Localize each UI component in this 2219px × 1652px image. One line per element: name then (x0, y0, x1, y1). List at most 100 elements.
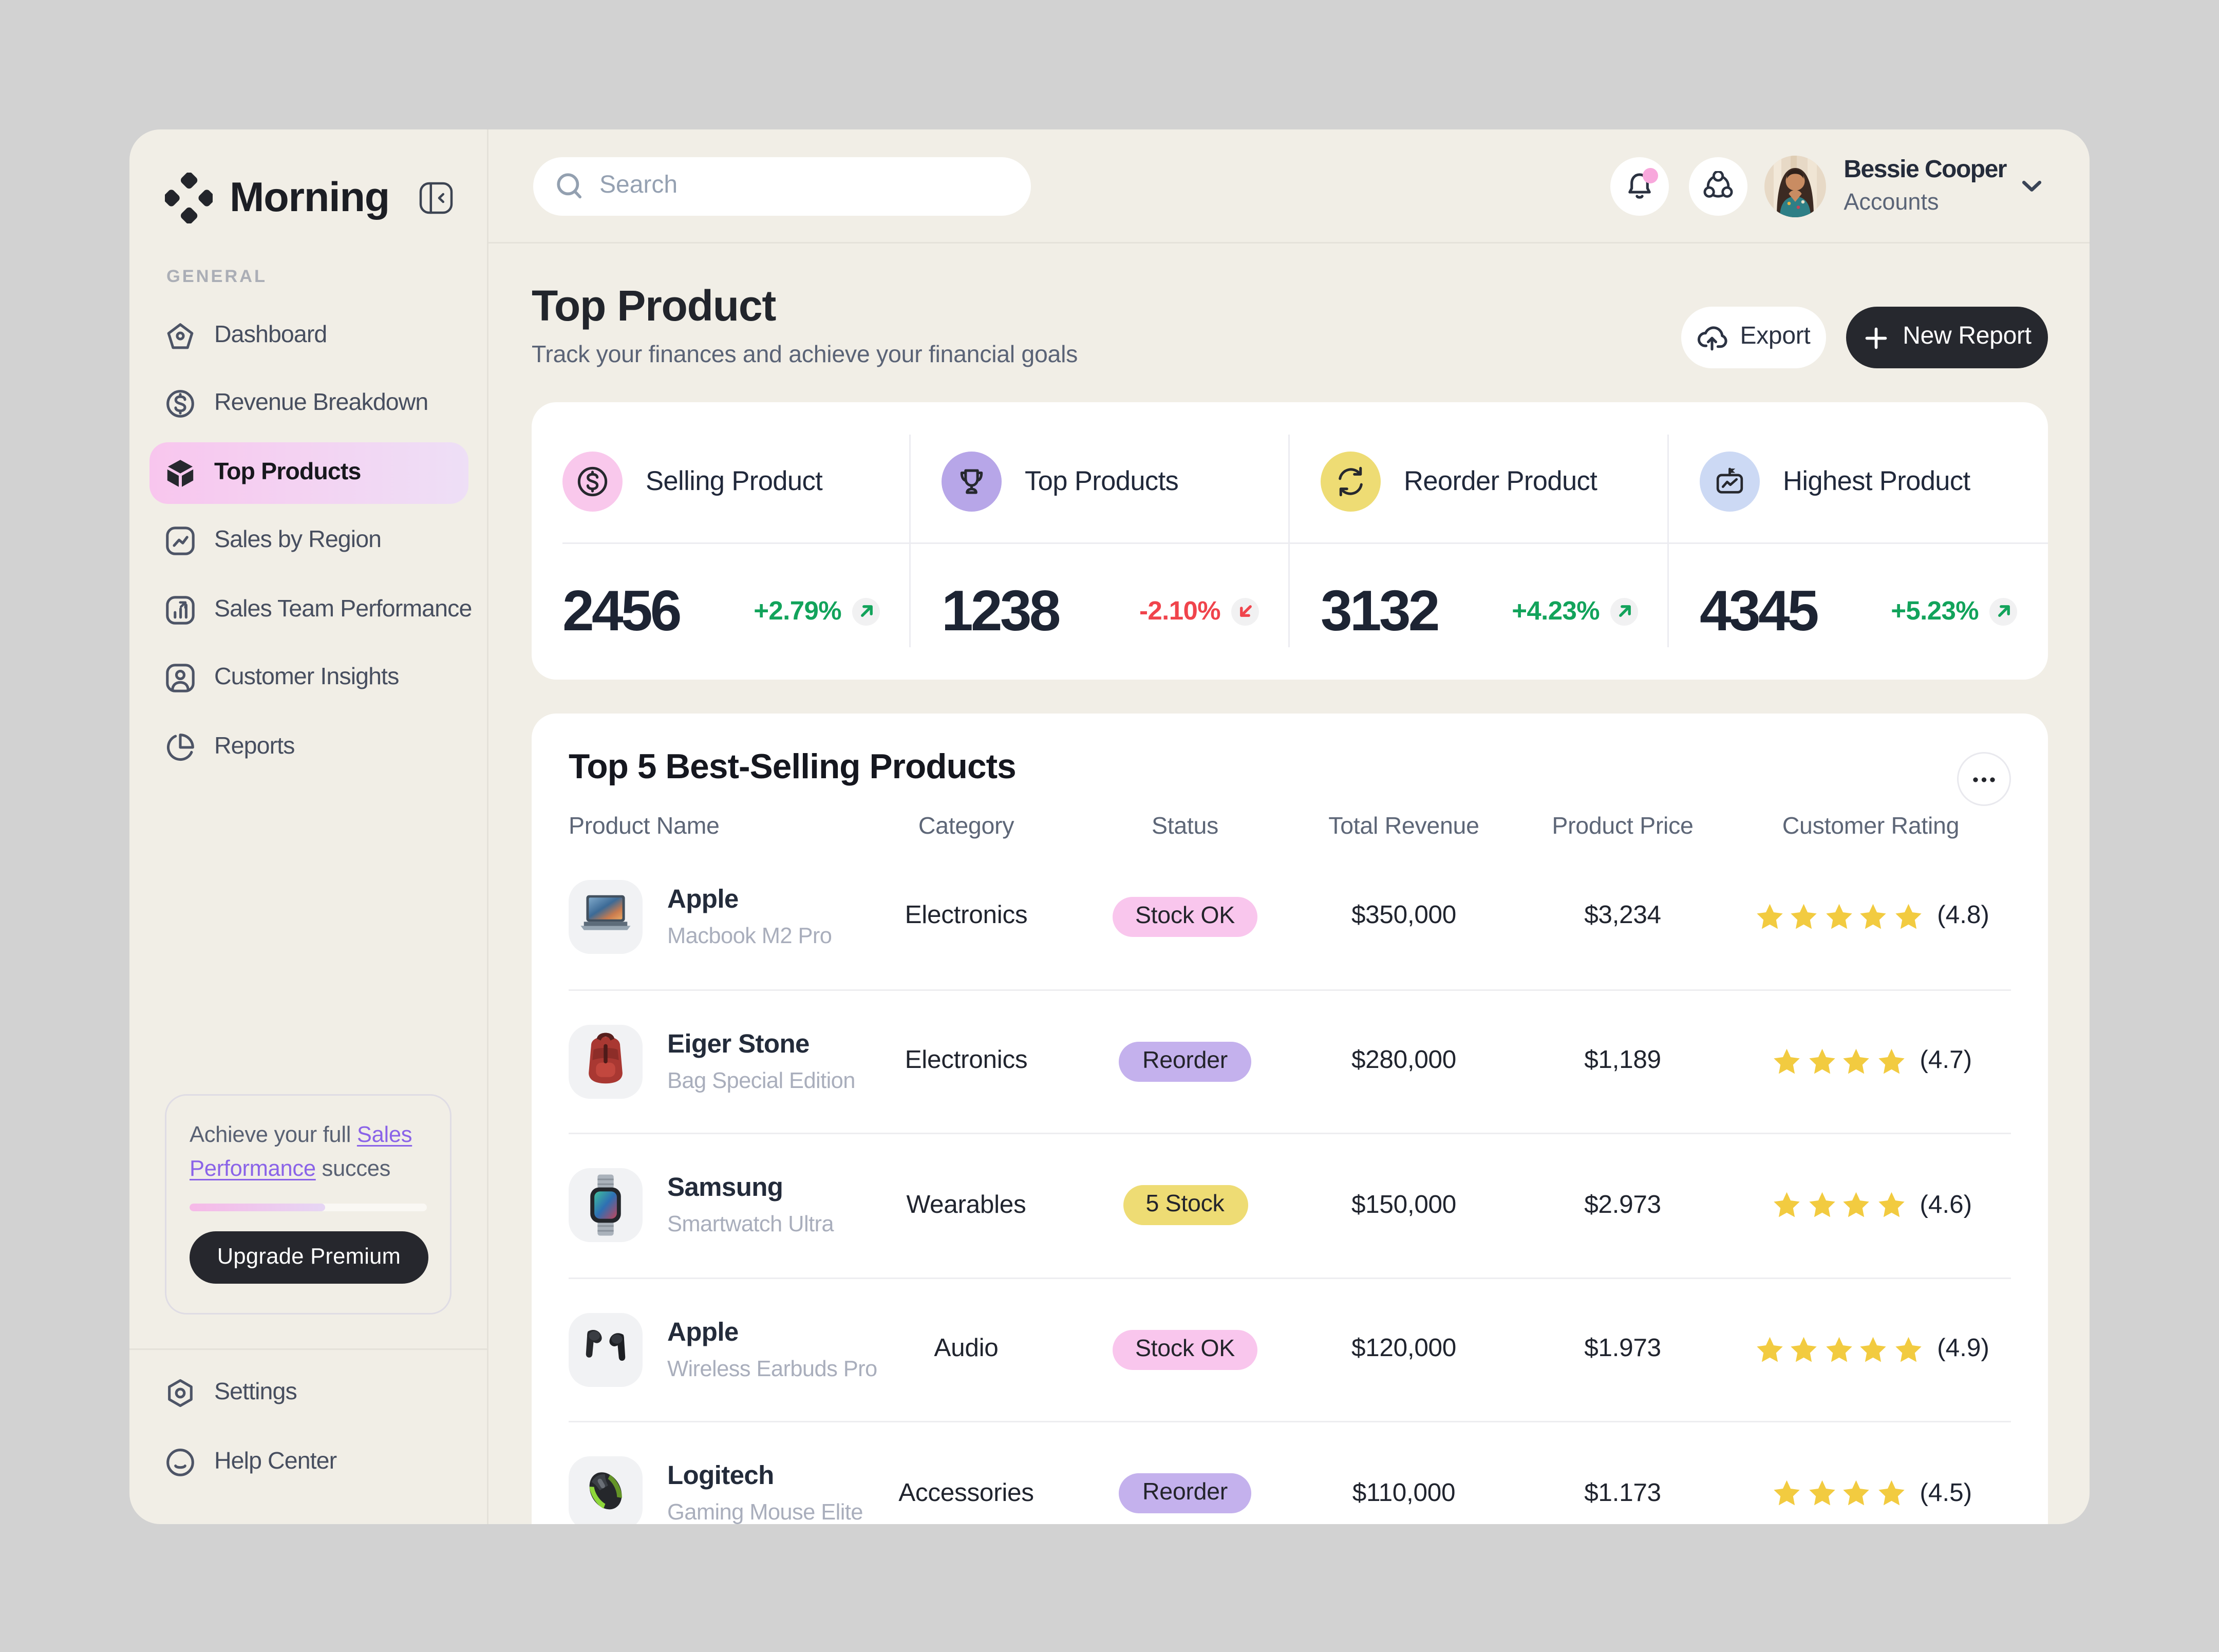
search-box (533, 156, 1031, 215)
star-rating-icons (1770, 1191, 1908, 1219)
sidebar-item-revenue-breakdown[interactable]: Revenue Breakdown (149, 374, 468, 435)
stat-label: Reorder Product (1404, 465, 1597, 496)
notification-badge (1643, 167, 1659, 183)
best-selling-products-card: Top 5 Best-Selling Products Product Name… (532, 714, 2048, 1524)
table-menu-button[interactable] (1957, 752, 2011, 806)
table-row[interactable]: Samsung Smartwatch Ultra Wearables 5 Sto… (569, 1133, 2011, 1277)
stat-highest-product: Highest Product 4345 +5.23% (1669, 402, 2048, 680)
sidebar-item-sales-by-region[interactable]: Sales by Region (149, 511, 468, 572)
sidebar-item-reports[interactable]: Reports (149, 717, 468, 778)
notifications-button[interactable] (1611, 156, 1670, 215)
product-price: $1.173 (1584, 1479, 1661, 1507)
page-title: Top Product (532, 282, 776, 330)
product-name: Logitech (667, 1461, 774, 1491)
upgrade-promo-card: Achieve your full Sales Performance succ… (165, 1094, 452, 1315)
collapse-panel-icon (419, 182, 453, 214)
sidebar-collapse-button[interactable] (419, 182, 453, 214)
sidebar-item-sales-team-performance[interactable]: Sales Team Performance (149, 579, 472, 641)
smiley-circle-icon (165, 1448, 196, 1478)
sidebar-item-label: Sales Team Performance (214, 596, 472, 623)
stat-value: 4345 (1700, 578, 1819, 642)
upgrade-premium-button[interactable]: Upgrade Premium (190, 1230, 428, 1283)
sidebar-section-label: GENERAL (166, 268, 267, 287)
new-report-label: New Report (1903, 324, 2032, 350)
table-row[interactable]: Logitech Gaming Mouse Elite Accessories … (569, 1421, 2011, 1524)
status-badge: 5 Stock (1122, 1185, 1248, 1226)
sidebar-item-label: Revenue Breakdown (214, 390, 428, 417)
export-label: Export (1740, 324, 1811, 350)
rating-value: (4.7) (1920, 1046, 1972, 1075)
sidebar-nav: Dashboard Revenue Breakdown Top Products… (149, 305, 472, 778)
pie-chart-icon (165, 731, 196, 762)
earbuds-image (569, 1312, 643, 1387)
page-content: Top Product Track your finances and achi… (488, 243, 2090, 1524)
stat-value: 1238 (942, 578, 1061, 642)
new-report-button[interactable]: New Report (1846, 307, 2048, 368)
customer-rating: (4.5) (1731, 1479, 2011, 1508)
stat-delta: +2.79% (754, 596, 880, 627)
account-menu-button[interactable] (2022, 180, 2042, 192)
customer-rating: (4.6) (1731, 1191, 2011, 1220)
sales-performance-link[interactable]: Sales Performance (190, 1123, 412, 1181)
sidebar-item-label: Help Center (214, 1449, 337, 1475)
topbar: Bessie Cooper Accounts (488, 129, 2090, 243)
column-header-total-revenue: Total Revenue (1328, 814, 1479, 840)
status-badge: Reorder (1119, 1041, 1251, 1082)
sidebar-item-label: Reports (214, 733, 295, 760)
sidebar-item-label: Settings (214, 1379, 297, 1405)
status-badge: Reorder (1119, 1473, 1251, 1514)
sidebar-item-dashboard[interactable]: Dashboard (149, 305, 468, 366)
share-button[interactable] (1689, 156, 1748, 215)
search-input[interactable] (599, 172, 1009, 200)
total-revenue: $280,000 (1351, 1046, 1457, 1075)
sidebar-item-label: Dashboard (214, 322, 327, 348)
stat-selling-product: Selling Product 2456 +2.79% (532, 402, 911, 680)
ellipsis-icon (1973, 776, 1995, 782)
sidebar-footer-divider (129, 1348, 487, 1350)
user-block: Bessie Cooper Accounts (1844, 156, 2007, 214)
total-revenue: $120,000 (1351, 1335, 1457, 1363)
total-revenue: $150,000 (1351, 1191, 1457, 1219)
star-rating-icons (1770, 1047, 1908, 1076)
avatar[interactable] (1765, 155, 1827, 217)
sidebar-item-top-products[interactable]: Top Products (149, 442, 468, 503)
product-category: Electronics (905, 1046, 1028, 1075)
avatar-photo (1765, 155, 1827, 217)
dollar-circle-icon (562, 452, 623, 512)
smartwatch-image (569, 1168, 643, 1243)
page-subtitle: Track your finances and achieve your fin… (532, 342, 1078, 368)
page-header: Top Product Track your finances and achi… (532, 282, 2048, 370)
product-price: $1.973 (1584, 1335, 1661, 1363)
user-name: Bessie Cooper (1844, 156, 2007, 183)
star-rating-icons (1752, 903, 1926, 931)
page-actions: Export New Report (1681, 307, 2048, 368)
export-button[interactable]: Export (1681, 307, 1826, 368)
product-category: Accessories (898, 1479, 1034, 1507)
stat-top-products: Top Products 1238 -2.10% (911, 402, 1290, 680)
product-category: Audio (934, 1335, 999, 1363)
product-category: Electronics (905, 902, 1028, 930)
stat-label: Selling Product (646, 465, 823, 496)
promo-progress-fill (190, 1204, 325, 1211)
table-row[interactable]: Apple Macbook M2 Pro Electronics Stock O… (569, 844, 2011, 989)
stat-delta: +4.23% (1512, 596, 1638, 627)
sidebar-item-settings[interactable]: Settings (149, 1362, 468, 1423)
trend-up-icon (852, 597, 880, 625)
column-header-status: Status (1151, 814, 1219, 840)
stat-delta: +5.23% (1891, 596, 2017, 627)
macbook-image (569, 879, 643, 954)
chevron-down-icon (2022, 180, 2042, 192)
star-rating-icons (1770, 1479, 1908, 1508)
status-badge: Stock OK (1112, 1329, 1258, 1370)
stat-value: 2456 (562, 578, 682, 642)
sidebar-item-help-center[interactable]: Help Center (149, 1433, 468, 1494)
product-price: $1,189 (1584, 1046, 1661, 1075)
sidebar-footer-nav: Settings Help Center (149, 1362, 468, 1493)
table-row[interactable]: Apple Wireless Earbuds Pro Audio Stock O… (569, 1276, 2011, 1421)
rating-value: (4.5) (1920, 1479, 1972, 1507)
stat-reorder-product: Reorder Product 3132 +4.23% (1290, 402, 1669, 680)
customer-rating: (4.9) (1731, 1335, 2011, 1364)
home-pentagon-icon (165, 320, 196, 351)
sidebar-item-customer-insights[interactable]: Customer Insights (149, 648, 468, 709)
table-row[interactable]: Eiger Stone Bag Special Edition Electron… (569, 988, 2011, 1133)
